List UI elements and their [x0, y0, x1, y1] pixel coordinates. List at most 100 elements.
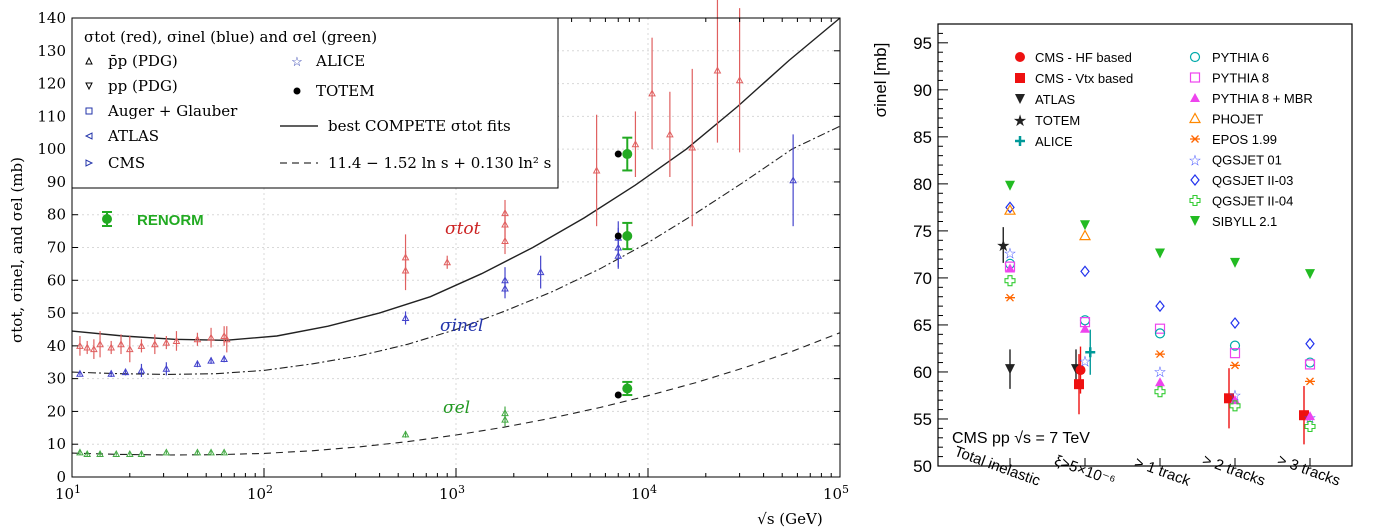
x-axis-label: √s (GeV): [757, 510, 822, 528]
right-data-point: [1078, 229, 1092, 241]
totem-point: [614, 391, 622, 399]
data-point: [688, 143, 697, 151]
fit-curve-dashdot: [71, 125, 841, 375]
right-data-point: ☆: [1228, 387, 1241, 405]
data-point: [401, 430, 410, 438]
data-point: [666, 130, 674, 138]
right-data-point: [1230, 257, 1240, 268]
legend-marker-star: ☆: [291, 55, 303, 70]
data-point: [193, 359, 202, 367]
data-point: [121, 368, 130, 376]
right-data-point: [1075, 365, 1086, 376]
x-tick-label: 102: [247, 483, 273, 503]
right-legend-marker: [1015, 52, 1025, 62]
legend-label: Auger + Glauber: [107, 102, 238, 120]
right-y-tick-label: 60: [913, 363, 932, 382]
right-y-tick-label: 55: [913, 410, 932, 429]
y-tick-label: 120: [37, 75, 66, 93]
right-data-point: ☆: [1078, 353, 1091, 371]
right-x-tick-label: > 3 tracks: [1275, 451, 1342, 489]
y-tick-label: 0: [56, 468, 66, 486]
right-y-tick-label: 90: [913, 81, 932, 100]
right-data-point: [1080, 265, 1090, 278]
right-data-point: [1154, 323, 1166, 334]
data-point: [137, 366, 146, 374]
right-annotation: CMS pp √s = 7 TeV: [952, 430, 1090, 447]
right-data-point: [1304, 357, 1316, 368]
right-legend-marker: ☆: [1188, 152, 1201, 170]
right-x-tick-label: > 2 tracks: [1200, 451, 1267, 489]
y-tick-label: 130: [37, 42, 66, 60]
data-point: [125, 450, 134, 458]
left-legend: σtot (red), σinel (blue) and σel (green)…: [71, 17, 559, 189]
legend-label: p̄p (PDG): [108, 52, 178, 70]
data-point: [193, 448, 202, 456]
legend-label: ATLAS: [107, 127, 159, 145]
curve-label: σtot: [445, 219, 481, 239]
data-point: [501, 415, 509, 423]
right-data-point: [1155, 377, 1165, 387]
data-point: [501, 236, 509, 244]
legend-label: pp (PDG): [108, 77, 178, 95]
data-point: [735, 76, 744, 84]
right-data-point: [1154, 328, 1166, 339]
right-data-point: [1230, 317, 1240, 330]
left-axes: 0 10 20 30 40 50 60 70 80 90 100 110 120 130 140 101 102…: [8, 9, 849, 528]
right-legend-label: PYTHIA 8 + MBR: [1212, 91, 1313, 106]
renorm-point: [622, 149, 633, 160]
right-legend-marker: [1189, 194, 1201, 207]
data-point: [107, 343, 116, 351]
left-data-points: [76, 0, 797, 458]
data-point: [713, 66, 722, 74]
right-legend-label: QGSJET 01: [1212, 153, 1282, 168]
data-point: [76, 341, 84, 349]
data-point: [207, 356, 215, 364]
right-legend-marker: [1015, 136, 1025, 146]
right-data-point: [1004, 261, 1016, 272]
right-data-point: [1005, 180, 1015, 191]
y-tick-label: 80: [47, 206, 66, 224]
legend-title: σtot (red), σinel (blue) and σel (green): [84, 28, 377, 46]
right-legend-marker: [1188, 112, 1202, 124]
totem-point: [614, 150, 622, 158]
data-point: [107, 369, 116, 377]
data-point: [162, 338, 171, 346]
x-tick-label: 105: [823, 483, 849, 503]
data-point: [90, 345, 98, 353]
x-tick-label: 103: [439, 483, 465, 503]
y-axis-label: σtot, σinel, and σel (mb): [8, 157, 26, 343]
right-y-tick-label: 85: [913, 128, 932, 147]
right-data-point: [1224, 393, 1234, 404]
right-data-point: ☆: [1003, 245, 1016, 263]
right-annotations: CMS pp √s = 7 TeV: [952, 430, 1090, 447]
legend-marker-triangle-left: [84, 132, 93, 140]
right-data-point: [1229, 348, 1241, 359]
right-y-tick-label: 50: [913, 457, 932, 476]
data-point: [401, 313, 410, 321]
data-point: [137, 450, 146, 458]
right-data-point: [1305, 337, 1315, 350]
right-legend-marker: [1189, 72, 1201, 83]
right-legend-label: PYTHIA 8: [1212, 71, 1269, 86]
curve-label: σinel: [440, 316, 484, 336]
right-legend-label: CMS - Vtx based: [1035, 71, 1133, 86]
right-legend-label: EPOS 1.99: [1212, 132, 1277, 147]
right-data-point: [1230, 395, 1240, 405]
data-point: [592, 166, 601, 174]
right-data-point: [1304, 420, 1316, 433]
data-point: [501, 276, 509, 284]
y-tick-label: 10: [47, 435, 66, 453]
right-data-point: [1230, 361, 1240, 370]
right-legend-label: CMS - HF based: [1035, 50, 1132, 65]
legend-marker-triangle-right: [85, 159, 94, 167]
data-point: [162, 448, 171, 456]
right-data-point: [1229, 400, 1241, 412]
right-data-point: [1080, 323, 1090, 333]
right-legend-label: PHOJET: [1212, 112, 1263, 127]
left-annotations: RENORM σtot σinel σel: [102, 211, 484, 418]
right-data-point: [1154, 386, 1166, 398]
right-data-point: [1085, 347, 1096, 358]
y-tick-label: 140: [37, 9, 66, 27]
right-data-point: [1080, 220, 1090, 231]
right-data-point: [1005, 293, 1015, 302]
